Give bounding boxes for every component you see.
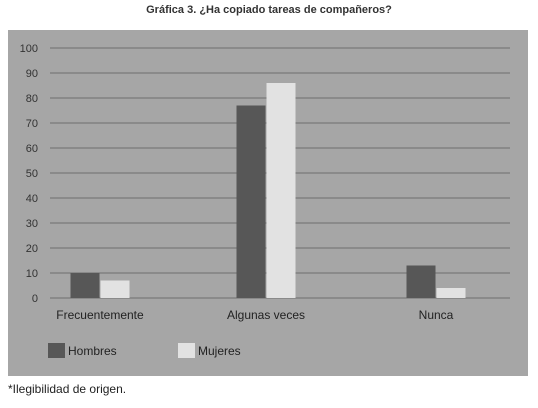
footnote: *Ilegibilidad de origen.: [8, 382, 127, 396]
y-tick-label: 100: [20, 43, 38, 55]
category-label: Algunas veces: [227, 308, 305, 322]
bar-hombres-1: [236, 105, 266, 298]
legend-swatch-mujeres: [178, 343, 195, 358]
bar-mujeres-1: [266, 83, 296, 298]
bar-hombres-0: [70, 273, 100, 298]
category-labels: Frecuentemente Algunas veces Nunca: [56, 308, 453, 322]
y-tick-label: 50: [26, 168, 38, 180]
y-tick-label: 0: [32, 293, 38, 305]
y-tick-label: 90: [26, 68, 38, 80]
legend-label-mujeres: Mujeres: [198, 344, 241, 358]
legend-label-hombres: Hombres: [68, 344, 117, 358]
y-tick-label: 30: [26, 218, 38, 230]
chart-panel: 0 10 20 30 40 50 60 70 80 90 100 Frecuentemente Alg…: [8, 30, 528, 376]
y-tick-label: 20: [26, 243, 38, 255]
bars: [70, 83, 466, 298]
y-tick-label: 80: [26, 93, 38, 105]
y-tick-label: 60: [26, 143, 38, 155]
bar-hombres-2: [406, 265, 436, 298]
y-tick-label: 10: [26, 268, 38, 280]
bar-mujeres-2: [436, 288, 466, 298]
legend: Hombres Mujeres: [48, 343, 241, 358]
y-tick-label: 70: [26, 118, 38, 130]
y-tick-label: 40: [26, 193, 38, 205]
y-axis-ticks: 0 10 20 30 40 50 60 70 80 90 100: [20, 43, 38, 305]
bar-chart: 0 10 20 30 40 50 60 70 80 90 100 Frecuentemente Alg…: [20, 43, 510, 358]
bar-mujeres-0: [100, 280, 130, 298]
category-label: Frecuentemente: [56, 308, 144, 322]
chart-title: Gráfica 3. ¿Ha copiado tareas de compañe…: [146, 4, 392, 16]
legend-swatch-hombres: [48, 343, 65, 358]
category-label: Nunca: [419, 308, 454, 322]
